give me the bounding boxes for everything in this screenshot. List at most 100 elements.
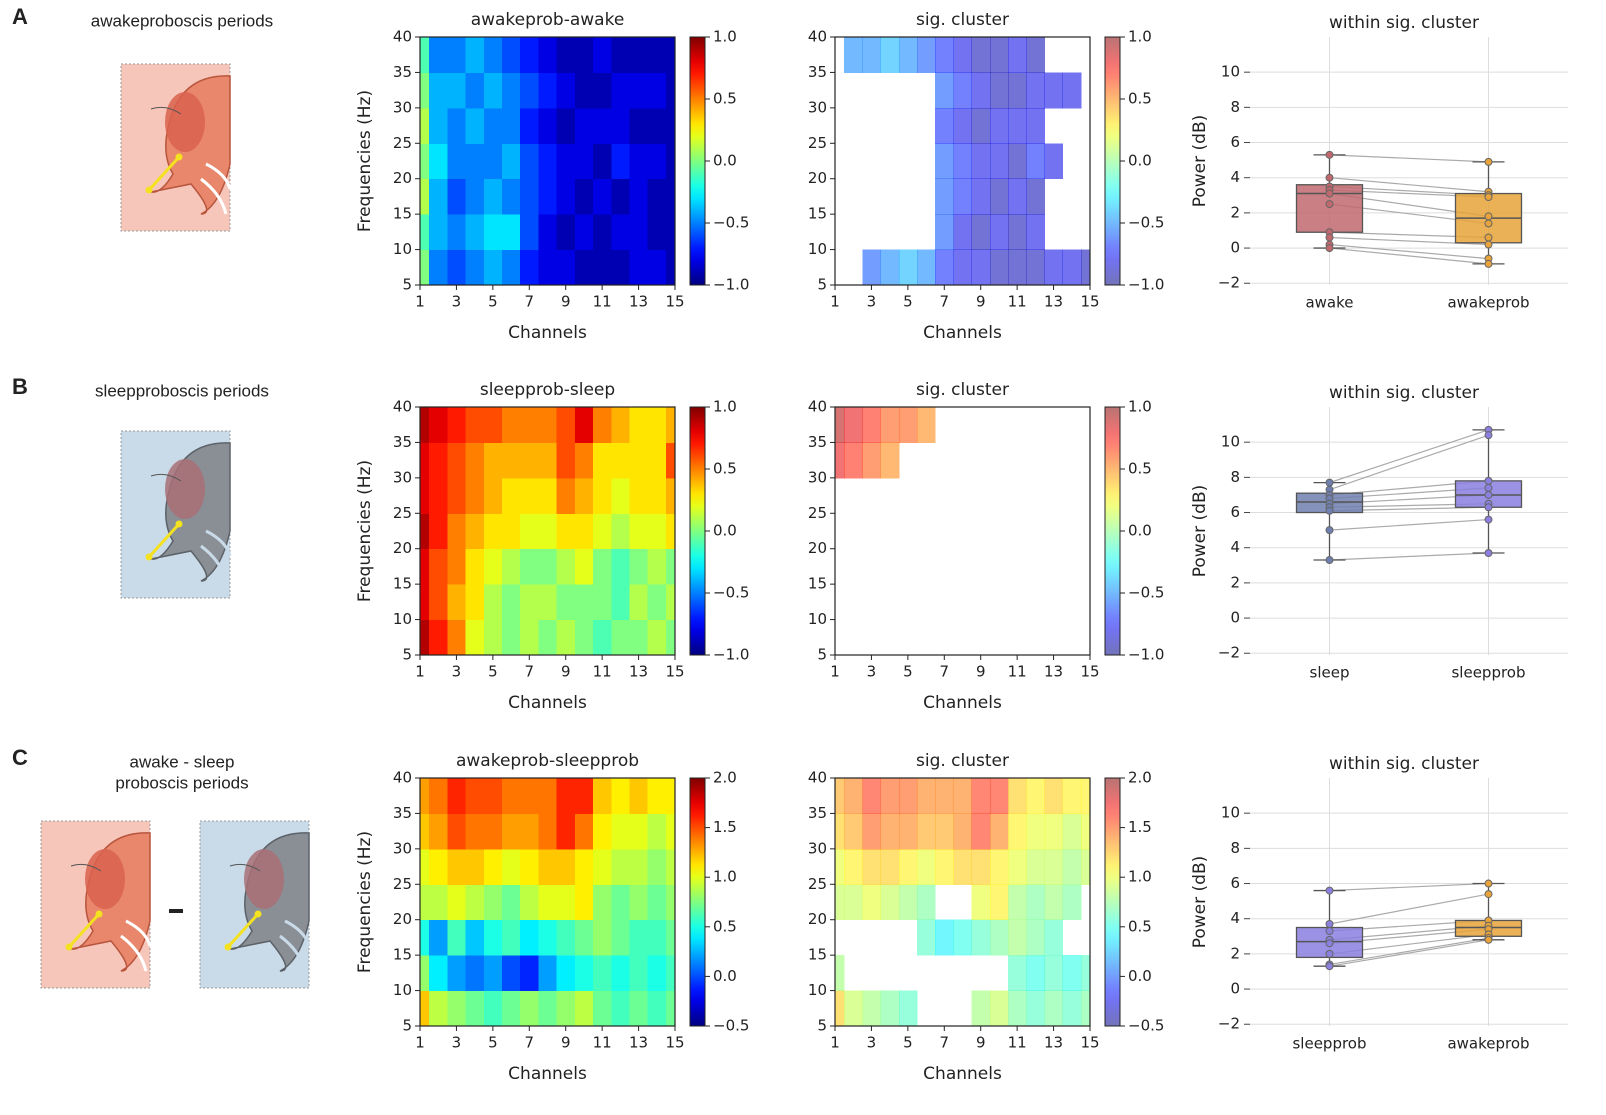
heatmap-cell xyxy=(1062,249,1082,285)
heatmap-cell xyxy=(574,919,594,956)
heatmap-cell xyxy=(556,442,576,479)
heatmap-cell xyxy=(447,107,467,144)
heatmap-cell xyxy=(665,619,675,655)
heatmap-cell xyxy=(447,990,467,1026)
y-tick-label: 25 xyxy=(393,134,412,152)
heatmap-cell xyxy=(898,990,918,1026)
heatmap-cells xyxy=(835,407,936,479)
heatmap-cell xyxy=(1008,178,1027,215)
chart-title: awakeprob-sleepprob xyxy=(456,751,639,771)
heatmap-cell xyxy=(574,37,594,73)
colorbar-tick-label: −0.5 xyxy=(713,584,749,602)
heatmap-cell xyxy=(520,813,539,850)
y-tick-label: 30 xyxy=(393,468,412,486)
heatmap-cell xyxy=(483,178,503,215)
heatmap-cell xyxy=(501,513,521,550)
y-tick-label: −2 xyxy=(1218,644,1240,662)
heatmap-cell xyxy=(1044,848,1064,885)
heatmap-cell xyxy=(501,919,521,956)
y-tick-label: 4 xyxy=(1230,909,1240,927)
x-tick-label: 13 xyxy=(1044,293,1063,311)
heatmap-cell xyxy=(611,477,630,514)
heatmap-cell xyxy=(835,813,845,850)
heatmap-cell xyxy=(1044,884,1064,921)
heatmap-cell xyxy=(611,813,630,850)
heatmap-cell xyxy=(665,107,675,144)
heatmap-cell xyxy=(420,919,430,956)
y-tick-label: 8 xyxy=(1230,98,1240,116)
heatmap-cell xyxy=(971,884,991,921)
heatmap-cell xyxy=(429,143,448,180)
colorbar-tick-label: 1.0 xyxy=(1128,28,1152,46)
heatmap-cell xyxy=(465,619,485,655)
heatmap-cell xyxy=(844,442,863,479)
heatmap-cell xyxy=(1026,214,1045,251)
heatmap-cell xyxy=(520,548,539,585)
point xyxy=(1325,556,1334,565)
heatmap-cell xyxy=(1062,955,1082,992)
heatmap-cells xyxy=(844,37,1090,285)
x-tick-label: 5 xyxy=(488,293,498,311)
colorbar-tick-label: 0.0 xyxy=(1128,152,1152,170)
heatmap-cell xyxy=(420,407,430,443)
heatmap-cell xyxy=(556,548,576,585)
heatmap-cell xyxy=(1026,37,1045,73)
panel-caption: sleepproboscis periods xyxy=(95,381,269,400)
heatmap-cell xyxy=(1008,143,1027,180)
y-tick-label: 15 xyxy=(393,205,412,223)
x-tick-label: 3 xyxy=(867,293,877,311)
point xyxy=(1484,431,1493,440)
heatmap-cell xyxy=(520,884,539,921)
heatmap-cell xyxy=(483,778,503,814)
heatmap-cell xyxy=(501,407,521,443)
heatmap-cell xyxy=(611,548,630,585)
heatmap-cell xyxy=(1026,955,1045,992)
heatmap-cell xyxy=(647,513,667,550)
heatmap-cell xyxy=(420,848,430,885)
heatmap-cell xyxy=(520,249,539,285)
heatmap-cell xyxy=(420,955,430,992)
heatmap-cell xyxy=(538,884,558,921)
heatmap-cell xyxy=(447,919,467,956)
y-tick-label: 0 xyxy=(1230,980,1240,998)
heatmap-cell xyxy=(520,72,539,109)
chart-title: within sig. cluster xyxy=(1329,754,1479,774)
heatmap-cell xyxy=(1044,143,1064,180)
panel-label: A xyxy=(12,4,28,29)
y-axis-label: Power (dB) xyxy=(1190,856,1210,949)
colorbar-tick-label: −0.5 xyxy=(1128,1017,1164,1035)
point xyxy=(1484,515,1493,524)
heatmap-cell xyxy=(665,584,675,621)
colorbar xyxy=(689,406,706,656)
pair-line xyxy=(1329,154,1489,163)
heatmap-cell xyxy=(880,848,900,885)
heatmap-cell xyxy=(989,848,1009,885)
heatmap-cell xyxy=(593,778,612,814)
y-tick-label: 10 xyxy=(1221,804,1240,822)
heatmap-cell xyxy=(420,442,430,479)
heatmap-cell xyxy=(465,584,485,621)
colorbar xyxy=(1104,777,1121,1027)
heatmap-cell xyxy=(429,178,448,215)
heatmap-cell xyxy=(520,214,539,251)
pair-line xyxy=(1329,893,1489,925)
axes-frame xyxy=(834,777,1091,1027)
y-tick-label: 6 xyxy=(1230,874,1240,892)
heatmap-cells xyxy=(420,407,675,655)
heatmap-cell xyxy=(465,477,485,514)
colorbar-tick-label: 1.0 xyxy=(713,28,737,46)
heatmap-cell xyxy=(1008,848,1027,885)
heatmap-cell xyxy=(465,884,485,921)
heatmap-cell xyxy=(647,477,667,514)
heatmap-cell xyxy=(429,619,448,655)
x-tick-label: 3 xyxy=(452,1034,462,1052)
heatmap-cell xyxy=(520,178,539,215)
heatmap-cell xyxy=(465,955,485,992)
colorbar-tick-label: −0.5 xyxy=(1128,214,1164,232)
y-tick-label: 25 xyxy=(393,875,412,893)
heatmap-cell xyxy=(429,990,448,1026)
heatmap-cell xyxy=(420,548,430,585)
heatmap-cell xyxy=(1026,848,1045,885)
heatmap-cell xyxy=(483,477,503,514)
heatmap-cell xyxy=(844,37,863,73)
